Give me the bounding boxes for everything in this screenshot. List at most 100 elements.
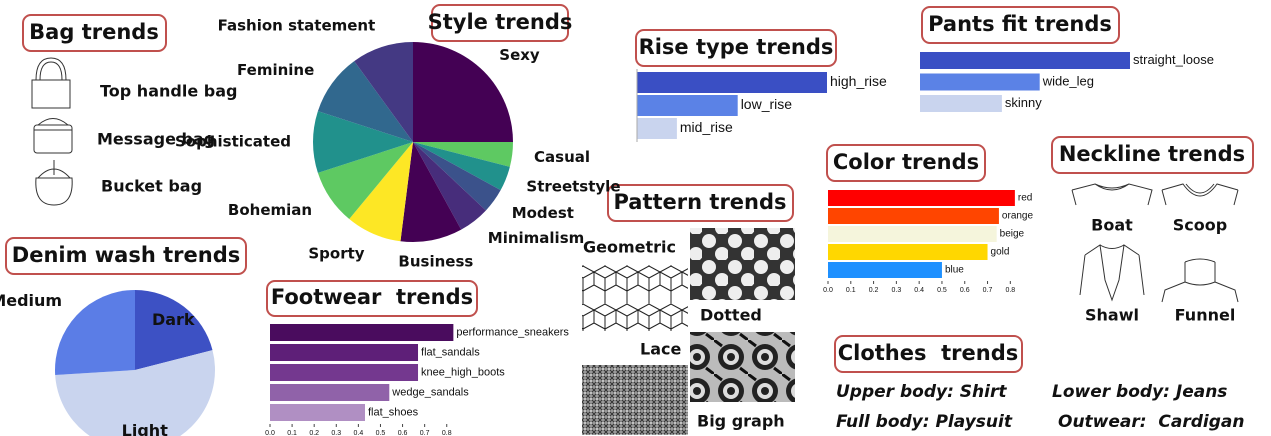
bag-label: Message bag	[97, 130, 215, 149]
title-box	[266, 280, 478, 317]
pie-slice	[313, 111, 413, 173]
title-box	[635, 29, 837, 67]
pie-slice	[317, 142, 413, 220]
pie-slice	[55, 350, 215, 436]
bar-label: flat_shoes	[368, 406, 419, 418]
slice-label: Casual	[534, 148, 590, 166]
clothes-item: Lower body: Jeans	[1052, 382, 1227, 402]
bar-label: blue	[945, 265, 964, 276]
pie-slice	[413, 142, 510, 191]
title-box	[431, 4, 569, 42]
neckline-label: Funnel	[1175, 306, 1236, 325]
panel-title: Style trends	[428, 10, 573, 34]
panel-title: Footwear trends	[271, 285, 473, 309]
slice-label: Bohemian	[228, 201, 312, 219]
bar	[637, 118, 677, 139]
x-tick-label: 0.3	[892, 287, 902, 294]
slice-label: Dark	[152, 310, 195, 329]
title-box	[22, 14, 167, 52]
panel-title: Rise type trends	[639, 35, 834, 59]
bar	[270, 344, 419, 361]
slice-label: Streetstyle	[526, 177, 620, 195]
x-tick-label: 0.6	[960, 287, 970, 294]
pattern-swatch	[582, 265, 688, 331]
pie-slice	[354, 42, 413, 142]
bar-label: wide_leg	[1042, 73, 1094, 88]
slice-label: Sophisticated	[175, 133, 291, 151]
slice-label: Feminine	[237, 61, 314, 79]
title-box	[826, 144, 986, 182]
x-tick-label: 0.4	[914, 287, 924, 294]
neckline-icon	[1079, 244, 1145, 302]
x-tick-label: 0.2	[869, 287, 879, 294]
bag-icon	[35, 160, 73, 206]
x-tick-label: 0.3	[331, 430, 341, 436]
bar-label: wedge_sandals	[391, 386, 469, 398]
bar-label: mid_rise	[680, 119, 733, 135]
neckline-label: Scoop	[1173, 216, 1227, 235]
bar-label: beige	[1000, 229, 1025, 240]
pattern-swatch	[690, 332, 795, 402]
x-tick-label: 0.5	[937, 287, 947, 294]
x-tick-label: 0.7	[420, 430, 430, 436]
x-tick-label: 0.8	[442, 430, 452, 436]
bar-label: performance_sneakers	[456, 326, 569, 338]
pie-slice	[317, 61, 413, 143]
bar	[270, 364, 419, 381]
slice-label: Light	[122, 421, 169, 436]
bar	[270, 324, 454, 341]
pie-slice	[349, 142, 413, 242]
bar	[270, 404, 365, 421]
bar-label: orange	[1002, 211, 1034, 222]
panel-title: Bag trends	[29, 20, 159, 44]
panel-title: Denim wash trends	[12, 243, 240, 267]
x-tick-label: 0.0	[823, 287, 833, 294]
bar	[828, 208, 999, 224]
bar-label: skinny	[1005, 95, 1042, 110]
pie-slice	[400, 142, 462, 242]
pattern-label: Dotted	[700, 306, 762, 325]
x-tick-label: 0.4	[354, 430, 364, 436]
slice-label: Sporty	[308, 244, 364, 262]
slice-label: Sexy	[499, 46, 540, 64]
slice-label: Minimalism	[488, 229, 584, 247]
bag-icon	[31, 57, 71, 109]
x-tick-label: 0.7	[983, 287, 993, 294]
bar	[270, 384, 390, 401]
panel-title: Pattern trends	[613, 190, 786, 214]
bag-label: Bucket bag	[101, 177, 202, 196]
bar-label: flat_sandals	[421, 346, 480, 358]
neckline-icon	[1161, 183, 1239, 206]
pie-slice	[135, 290, 213, 370]
panel-title: Color trends	[833, 150, 979, 174]
title-box	[607, 184, 794, 222]
bar-label: low_rise	[741, 96, 793, 112]
bar-label: high_rise	[830, 73, 887, 89]
bar-label: straight_loose	[1133, 52, 1214, 67]
pattern-swatch	[582, 365, 688, 435]
bar	[828, 262, 942, 278]
pattern-label: Big graph	[697, 412, 785, 431]
neckline-icon	[1161, 258, 1239, 303]
pattern-label: Geometric	[583, 238, 676, 257]
x-tick-label: 0.1	[846, 287, 856, 294]
x-tick-label: 0.0	[265, 430, 275, 436]
pie-slice	[413, 42, 513, 142]
bar	[920, 52, 1130, 69]
x-tick-label: 0.8	[1005, 287, 1015, 294]
pie-slice	[413, 142, 501, 211]
clothes-item: Full body: Playsuit	[836, 412, 1013, 432]
clothes-item: Upper body: Shirt	[836, 382, 1007, 402]
clothes-item: Outwear: Cardigan	[1058, 412, 1244, 432]
pie-slice	[55, 290, 135, 376]
bar	[637, 95, 738, 116]
bar	[828, 226, 997, 242]
bar-label: gold	[991, 247, 1010, 258]
bar-label: red	[1018, 193, 1032, 204]
neckline-icon	[1071, 183, 1153, 206]
panel-title: Clothes trends	[838, 341, 1019, 365]
x-tick-label: 0.1	[287, 430, 297, 436]
bag-icon	[33, 118, 73, 154]
x-tick-label: 0.6	[398, 430, 408, 436]
pattern-label: Lace	[640, 340, 681, 359]
